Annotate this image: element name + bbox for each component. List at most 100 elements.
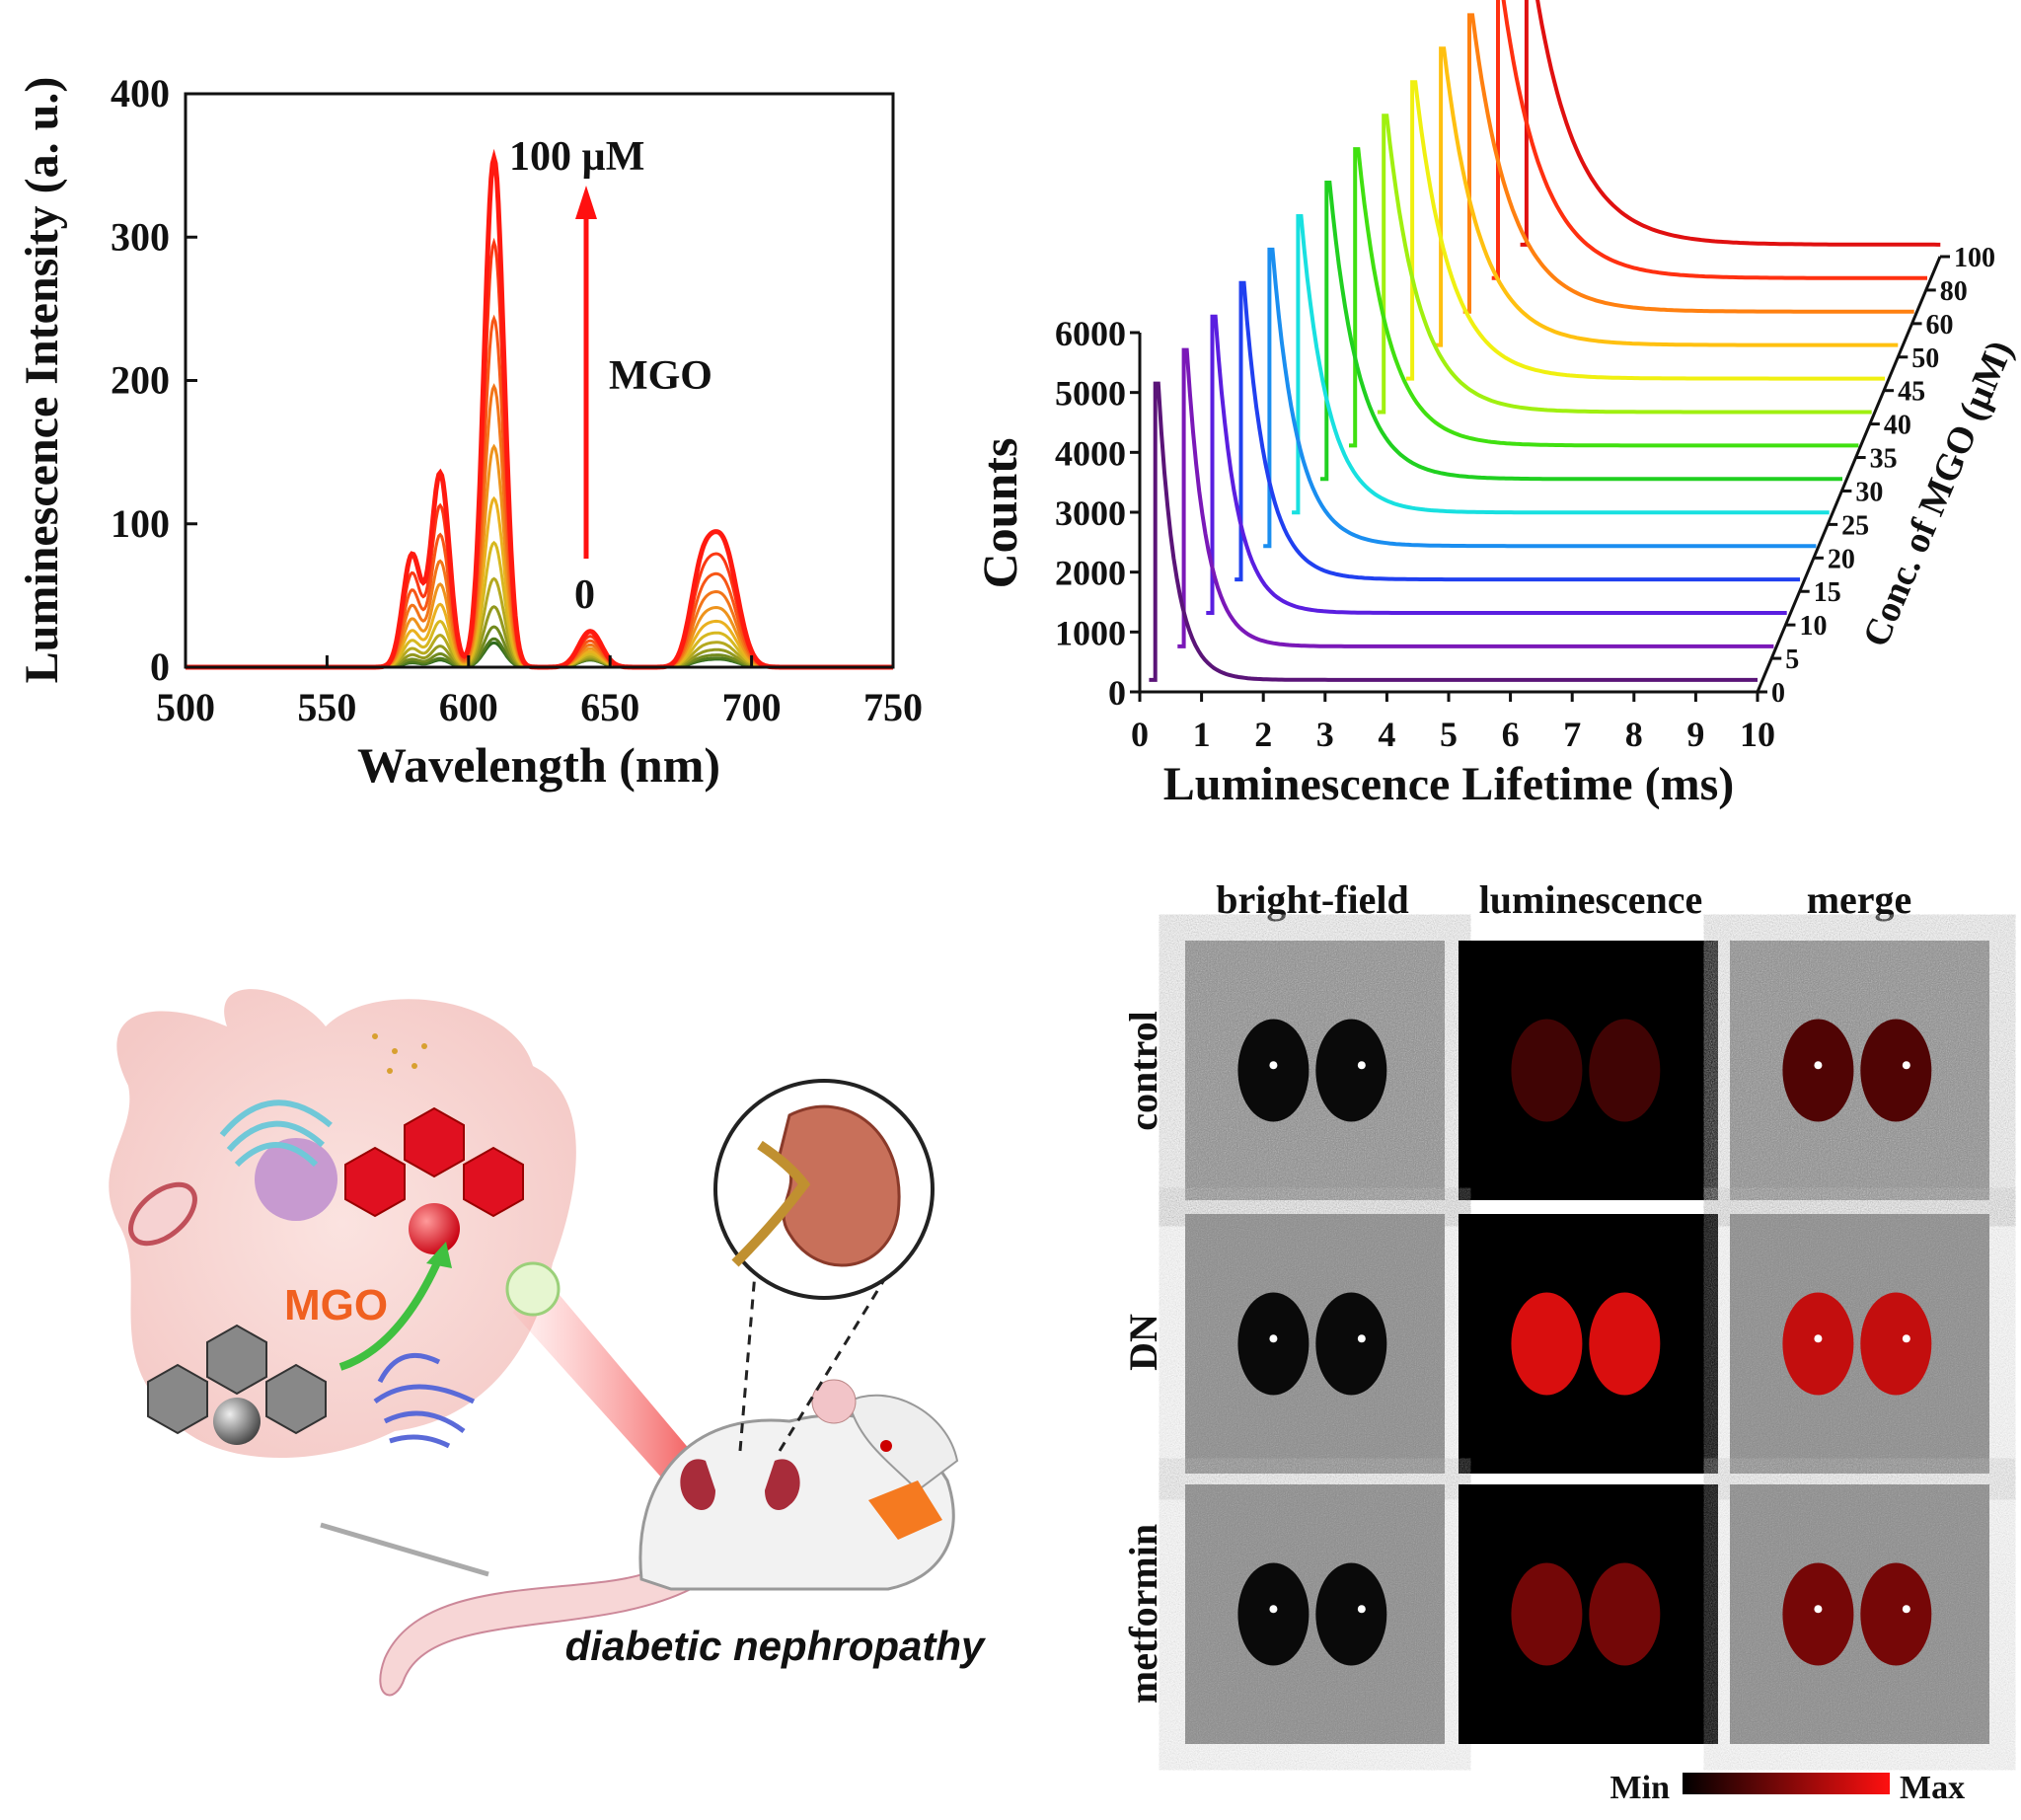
z-tick-label: 45: [1898, 377, 1925, 408]
x-axis-label: Wavelength (nm): [357, 737, 720, 793]
annotation-0: 0: [574, 572, 595, 618]
kidney-right: [1589, 1019, 1661, 1122]
spectrum-series-line: [186, 383, 893, 669]
spectrum-series-line: [186, 495, 893, 669]
image-panel-metformin-luminescence: [1459, 1484, 1718, 1744]
z-tick-label: 5: [1785, 645, 1799, 675]
image-panel-control-luminescence: [1459, 941, 1718, 1200]
image-panel-metformin-merge: [1730, 1484, 1989, 1744]
y-tick-label: 4000: [1055, 433, 1126, 473]
spectrum-series-line: [186, 625, 893, 669]
decay-series-line: [1177, 347, 1774, 648]
kidney-left: [1782, 1019, 1854, 1122]
column-header-bright-field: bright-field: [1216, 877, 1409, 922]
x-tick-label: 2: [1254, 715, 1272, 754]
golgi-icon: [219, 1100, 333, 1168]
decay-series-line: [1491, 0, 1927, 280]
z-tick-label: 50: [1911, 343, 1939, 374]
kidney-right: [1589, 1292, 1661, 1396]
z-axis-line: [1756, 256, 1942, 693]
image-panel-metformin-bright-field: [1185, 1484, 1445, 1744]
lifetime-decay-chart: 0 1 2 3 4 5 6 7 8 9 100100020003000400050006000051…: [972, 0, 2021, 810]
colorbar-max-label: Max: [1900, 1770, 1965, 1806]
y-tick-label: 5000: [1055, 374, 1126, 414]
column-header-luminescence: luminescence: [1479, 877, 1703, 922]
kidneys-icon: [680, 1459, 800, 1510]
x-tick-label: 600: [439, 685, 498, 729]
mgo-label: MGO: [284, 1281, 388, 1329]
y-tick-label: 0: [150, 645, 170, 689]
light-beam: [513, 1263, 691, 1510]
x-tick-label: 1: [1193, 715, 1211, 754]
z-tick-label: 0: [1771, 678, 1785, 709]
decay-series-line: [1377, 114, 1872, 415]
kidney-left: [1237, 1562, 1310, 1666]
z-tick-label: 10: [1799, 611, 1827, 642]
decay-series-line: [1320, 181, 1842, 482]
kidney-left: [1782, 1292, 1854, 1396]
image-panel-control-bright-field: [1185, 941, 1445, 1200]
ureter: [731, 1140, 811, 1267]
spectrum-series-line: [186, 540, 893, 669]
decay-series-line: [1349, 147, 1859, 448]
plot-frame: [184, 92, 895, 669]
kidney-cross-section: [778, 1104, 901, 1267]
zoom-line-left: [738, 1272, 757, 1452]
kidney-right: [1315, 1292, 1387, 1396]
y-tick-label: 1000: [1055, 613, 1126, 652]
x-tick-label: 0: [1131, 715, 1149, 754]
z-tick-label: 60: [1926, 310, 1954, 341]
kidney-left: [1782, 1562, 1854, 1666]
z-tick-label: 35: [1870, 444, 1898, 475]
x-tick-label: 550: [297, 685, 356, 729]
probe-on-molecule: [344, 1106, 524, 1254]
decay-series-line: [1292, 214, 1830, 515]
row-label-control: control: [1121, 1011, 1165, 1130]
annotation-100uM: 100 µM: [509, 134, 644, 180]
image-panel-dn-luminescence: [1459, 1214, 1718, 1474]
syringe-icon: [320, 1522, 489, 1577]
spectrum-series-line: [186, 576, 893, 669]
kidney-left: [1511, 1562, 1583, 1666]
spectrum-series-line: [186, 148, 893, 670]
z-tick-label: 15: [1814, 577, 1841, 608]
spectrum-series-line: [186, 314, 893, 669]
kidney-right: [1860, 1292, 1932, 1396]
z-tick-label: 100: [1954, 243, 1995, 273]
decay-series-line: [1520, 0, 1941, 247]
x-tick-label: 3: [1316, 715, 1334, 754]
conversion-arrow-head: [426, 1242, 452, 1268]
y-tick-label: 0: [1108, 673, 1126, 713]
row-label-dn: DN: [1121, 1314, 1165, 1371]
kidney-right: [1860, 1562, 1932, 1666]
axis-ticks: 500 550 600 650 700 750 0 100 200 300 400: [111, 71, 923, 729]
y-tick-label: 100: [111, 501, 170, 546]
kidney-left: [1237, 1019, 1310, 1122]
kidney-left: [1511, 1019, 1583, 1122]
row-label-metformin: metformin: [1121, 1524, 1165, 1704]
mouse-tail: [379, 1568, 692, 1697]
z-tick-label: 30: [1855, 477, 1883, 507]
decay-series-line: [1206, 314, 1787, 615]
increase-arrow: [575, 186, 597, 559]
z-tick-label: 20: [1828, 544, 1855, 574]
column-header-merge: merge: [1807, 877, 1912, 922]
y-tick-label: 3000: [1055, 493, 1126, 533]
mouse-illustration: [320, 1379, 959, 1697]
kidney-right: [1315, 1019, 1387, 1122]
x-tick-label: 10: [1740, 715, 1775, 754]
decay-series-line: [1434, 46, 1899, 347]
spectrum-series-line: [186, 237, 893, 669]
candy-icon: [868, 1480, 942, 1540]
spectrum-series-line: [186, 641, 893, 669]
image-panel-dn-bright-field: [1185, 1214, 1445, 1474]
decay-series-line: [1263, 247, 1817, 549]
kidney-left: [1511, 1292, 1583, 1396]
er-network-icon: [373, 1352, 476, 1449]
colorbar: [1683, 1773, 1890, 1794]
decay-series-line: [1462, 13, 1914, 314]
x-tick-label: 9: [1686, 715, 1704, 754]
y-tick-label: 400: [111, 71, 170, 115]
mouse-eye: [880, 1440, 892, 1452]
